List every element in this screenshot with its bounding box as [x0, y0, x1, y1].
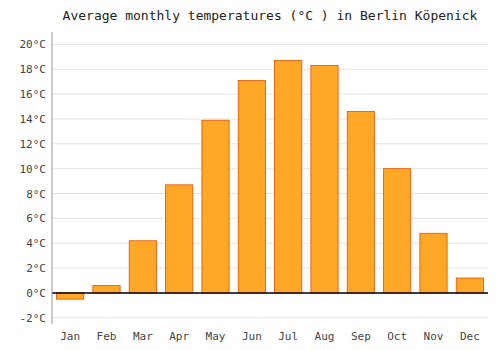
grid-line: [52, 168, 488, 169]
x-tick-label: Aug: [315, 330, 335, 343]
grid-line: [52, 193, 488, 194]
y-tick-label: 12°C: [20, 138, 47, 151]
grid-line: [52, 317, 488, 318]
bar: [93, 285, 120, 292]
y-axis-line: [52, 32, 53, 324]
x-tick-label: Sep: [351, 330, 371, 343]
y-tick-label: 14°C: [20, 113, 47, 126]
bar: [57, 293, 84, 299]
grid-line: [52, 118, 488, 119]
y-tick-label: 8°C: [26, 188, 46, 201]
zero-line: [52, 292, 488, 294]
bars: [57, 61, 484, 300]
bar: [420, 233, 447, 293]
x-tick-label: Jul: [278, 330, 298, 343]
x-tick-label: May: [206, 330, 226, 343]
grid-line: [52, 94, 488, 95]
grid-line: [52, 292, 488, 293]
grid-line: [52, 143, 488, 144]
y-tick-label: -2°C: [20, 312, 47, 325]
bar: [311, 66, 338, 293]
x-tick-label: Feb: [97, 330, 117, 343]
grid-line: [52, 218, 488, 219]
x-tick-label: Nov: [424, 330, 444, 343]
y-tick-label: 4°C: [26, 237, 46, 250]
grid-line: [52, 44, 488, 45]
bar: [275, 61, 302, 293]
y-tick-label: 18°C: [20, 63, 47, 76]
y-tick-label: 6°C: [26, 212, 46, 225]
chart-container: Average monthly temperatures (°C ) in Be…: [0, 0, 500, 350]
y-tick-label: 0°C: [26, 287, 46, 300]
chart-svg: Average monthly temperatures (°C ) in Be…: [0, 0, 500, 350]
bar: [384, 169, 411, 293]
bar: [129, 241, 156, 293]
title: Average monthly temperatures (°C ) in Be…: [63, 8, 478, 23]
bar: [238, 80, 265, 292]
x-tick-label: Jan: [60, 330, 80, 343]
x-tick-label: Apr: [169, 330, 189, 343]
bar: [166, 185, 193, 293]
x-tick-label: Dec: [460, 330, 480, 343]
grid-line: [52, 69, 488, 70]
bar: [347, 112, 374, 293]
grid: [52, 44, 488, 317]
y-tick-label: 16°C: [20, 88, 47, 101]
x-tick-label: Jun: [242, 330, 262, 343]
bar: [456, 278, 483, 293]
x-tick-label: Oct: [387, 330, 407, 343]
y-tick-label: 10°C: [20, 163, 47, 176]
bar: [202, 120, 229, 293]
y-tick-label: 20°C: [20, 38, 47, 51]
x-tick-label: Mar: [133, 330, 153, 343]
y-tick-label: 2°C: [26, 262, 46, 275]
